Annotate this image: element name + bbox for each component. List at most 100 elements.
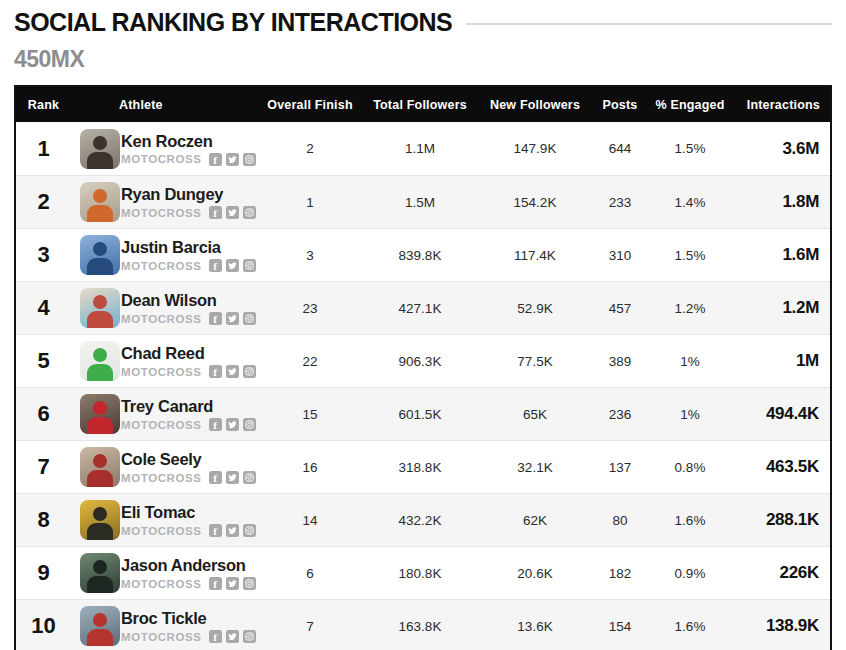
instagram-icon[interactable] [243, 630, 256, 643]
posts-value: 310 [590, 248, 650, 263]
facebook-icon[interactable]: f [209, 259, 222, 272]
athlete-cell: Jason Anderson MOTOCROSS f [119, 556, 260, 590]
overall-finish-value: 1 [260, 195, 360, 210]
instagram-icon[interactable] [243, 153, 256, 166]
interactions-value: 138.9K [730, 616, 830, 636]
twitter-icon[interactable] [226, 630, 239, 643]
facebook-icon[interactable]: f [209, 630, 222, 643]
athlete-name[interactable]: Dean Wilson [121, 291, 260, 310]
instagram-icon[interactable] [243, 524, 256, 537]
instagram-icon[interactable] [243, 312, 256, 325]
category-label: MOTOCROSS [121, 419, 202, 431]
total-followers-value: 432.2K [360, 513, 480, 528]
athlete-cell: Justin Barcia MOTOCROSS f [119, 238, 260, 272]
total-followers-value: 163.8K [360, 619, 480, 634]
twitter-icon[interactable] [226, 471, 239, 484]
page-title: SOCIAL RANKING BY INTERACTIONS [14, 8, 452, 37]
instagram-icon[interactable] [243, 365, 256, 378]
posts-value: 457 [590, 301, 650, 316]
overall-finish-value: 2 [260, 141, 360, 156]
athlete-name[interactable]: Chad Reed [121, 344, 260, 363]
engaged-value: 0.9% [650, 566, 730, 581]
instagram-icon[interactable] [243, 259, 256, 272]
twitter-icon[interactable] [226, 312, 239, 325]
instagram-icon[interactable] [243, 471, 256, 484]
twitter-icon[interactable] [226, 206, 239, 219]
engaged-value: 1.2% [650, 301, 730, 316]
engaged-value: 1.5% [650, 248, 730, 263]
rank-value: 9 [16, 560, 71, 586]
rank-value: 10 [16, 613, 71, 639]
athlete-name[interactable]: Trey Canard [121, 397, 260, 416]
interactions-value: 494.4K [730, 404, 830, 424]
engaged-value: 1.4% [650, 195, 730, 210]
athlete-name[interactable]: Cole Seely [121, 450, 260, 469]
total-followers-value: 906.3K [360, 354, 480, 369]
new-followers-value: 77.5K [480, 354, 590, 369]
new-followers-value: 13.6K [480, 619, 590, 634]
facebook-icon[interactable]: f [209, 577, 222, 590]
posts-value: 154 [590, 619, 650, 634]
instagram-icon[interactable] [243, 577, 256, 590]
athlete-cell: Eli Tomac MOTOCROSS f [119, 503, 260, 537]
rank-value: 3 [16, 242, 71, 268]
facebook-icon[interactable]: f [209, 312, 222, 325]
social-ranking-table: Rank Athlete Overall Finish Total Follow… [14, 85, 832, 650]
twitter-icon[interactable] [226, 153, 239, 166]
instagram-icon[interactable] [243, 206, 256, 219]
posts-value: 644 [590, 141, 650, 156]
total-followers-value: 427.1K [360, 301, 480, 316]
col-header-athlete: Athlete [119, 98, 260, 112]
engaged-value: 0.8% [650, 460, 730, 475]
table-row: 7 Cole Seely MOTOCROSS f 16 318.8K 32.1K… [16, 440, 830, 493]
facebook-icon[interactable]: f [209, 471, 222, 484]
athlete-avatar [80, 394, 120, 434]
twitter-icon[interactable] [226, 524, 239, 537]
athlete-subrow: MOTOCROSS f [121, 259, 260, 272]
title-divider-line [466, 23, 832, 25]
table-row: 8 Eli Tomac MOTOCROSS f 14 432.2K 62K 80… [16, 493, 830, 546]
posts-value: 389 [590, 354, 650, 369]
interactions-value: 226K [730, 563, 830, 583]
athlete-cell: Dean Wilson MOTOCROSS f [119, 291, 260, 325]
table-row: 9 Jason Anderson MOTOCROSS f 6 180.8K 20… [16, 546, 830, 599]
athlete-name[interactable]: Justin Barcia [121, 238, 260, 257]
col-header-posts: Posts [590, 98, 650, 112]
instagram-icon[interactable] [243, 418, 256, 431]
athlete-subrow: MOTOCROSS f [121, 630, 260, 643]
athlete-subrow: MOTOCROSS f [121, 524, 260, 537]
athlete-subrow: MOTOCROSS f [121, 365, 260, 378]
athlete-subrow: MOTOCROSS f [121, 418, 260, 431]
athlete-subrow: MOTOCROSS f [121, 153, 260, 166]
facebook-icon[interactable]: f [209, 153, 222, 166]
table-header-row: Rank Athlete Overall Finish Total Follow… [16, 87, 830, 122]
twitter-icon[interactable] [226, 259, 239, 272]
posts-value: 137 [590, 460, 650, 475]
interactions-value: 1.8M [730, 192, 830, 212]
athlete-name[interactable]: Jason Anderson [121, 556, 260, 575]
category-label: MOTOCROSS [121, 313, 202, 325]
rank-value: 7 [16, 454, 71, 480]
athlete-subrow: MOTOCROSS f [121, 577, 260, 590]
athlete-name[interactable]: Ken Roczen [121, 132, 260, 151]
facebook-icon[interactable]: f [209, 206, 222, 219]
athlete-name[interactable]: Ryan Dungey [121, 185, 260, 204]
twitter-icon[interactable] [226, 365, 239, 378]
page: SOCIAL RANKING BY INTERACTIONS 450MX Ran… [0, 0, 846, 650]
category-label: MOTOCROSS [121, 578, 202, 590]
posts-value: 233 [590, 195, 650, 210]
col-header-total-followers: Total Followers [360, 98, 480, 112]
col-header-interactions: Interactions [730, 98, 830, 112]
facebook-icon[interactable]: f [209, 365, 222, 378]
facebook-icon[interactable]: f [209, 524, 222, 537]
category-label: MOTOCROSS [121, 207, 202, 219]
engaged-value: 1% [650, 354, 730, 369]
athlete-name[interactable]: Broc Tickle [121, 609, 260, 628]
table-row: 5 Chad Reed MOTOCROSS f 22 906.3K 77.5K … [16, 334, 830, 387]
athlete-avatar [80, 235, 120, 275]
athlete-name[interactable]: Eli Tomac [121, 503, 260, 522]
twitter-icon[interactable] [226, 577, 239, 590]
facebook-icon[interactable]: f [209, 418, 222, 431]
twitter-icon[interactable] [226, 418, 239, 431]
new-followers-value: 52.9K [480, 301, 590, 316]
